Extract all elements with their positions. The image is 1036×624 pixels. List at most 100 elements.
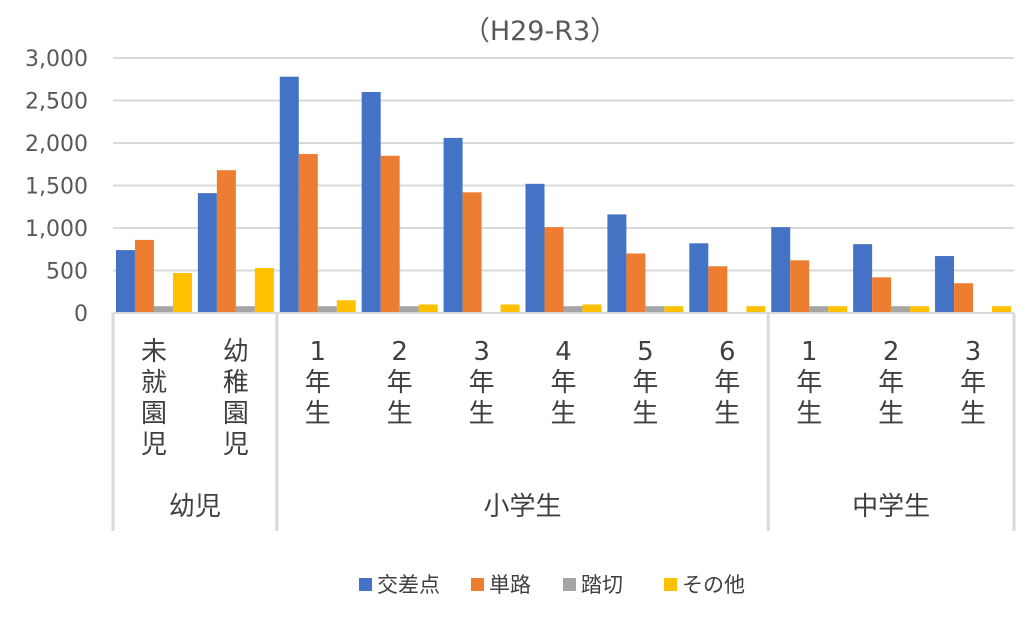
- bar: [279, 76, 299, 313]
- bar: [645, 306, 665, 313]
- category-label: 生: [714, 399, 740, 429]
- legend-swatch: [471, 578, 484, 591]
- category-label: 生: [387, 399, 413, 429]
- category-label: 生: [878, 399, 904, 429]
- bar: [872, 277, 892, 313]
- legend: 交差点 単路 踏切 その他: [359, 573, 745, 597]
- bar: [525, 183, 545, 313]
- bar: [197, 193, 217, 313]
- category-label: 1: [801, 337, 818, 367]
- category-label: 年: [714, 368, 740, 398]
- category-label: 2: [883, 337, 900, 367]
- group-label: 幼児: [169, 492, 221, 522]
- category-label: 幼: [223, 337, 249, 367]
- legend-label: 単路: [489, 573, 531, 597]
- bar: [336, 300, 356, 313]
- category-label: 生: [960, 399, 986, 429]
- legend-swatch: [563, 578, 576, 591]
- bar: [828, 306, 848, 313]
- bar: [582, 304, 602, 313]
- category-label: 年: [305, 368, 331, 398]
- legend-label: 踏切: [581, 573, 623, 597]
- y-tick-label: 500: [46, 260, 88, 285]
- bar: [689, 243, 709, 313]
- category-label: 年: [796, 368, 822, 398]
- category-label: 3: [965, 337, 982, 367]
- bar: [910, 306, 930, 313]
- bar: [992, 306, 1012, 313]
- bar: [298, 154, 318, 313]
- bar: [317, 306, 337, 313]
- bar: [153, 306, 173, 313]
- category-label: 未: [141, 337, 167, 367]
- category-label: 児: [141, 430, 167, 460]
- bars: [115, 76, 1012, 313]
- bar: [626, 253, 646, 313]
- category-label: 児: [223, 430, 249, 460]
- category-label: 年: [632, 368, 658, 398]
- bar: [235, 306, 255, 313]
- y-axis: 0 500 1,000 1,500 2,000 2,500 3,000: [25, 47, 88, 327]
- chart-title: （H29-R3）: [463, 16, 617, 47]
- legend-swatch: [359, 578, 372, 591]
- bar: [771, 227, 791, 313]
- legend-label: 交差点: [377, 573, 440, 597]
- legend-swatch: [664, 578, 677, 591]
- category-label: 2: [391, 337, 408, 367]
- bar: [790, 260, 810, 313]
- bar: [809, 306, 829, 313]
- category-label: 生: [550, 399, 576, 429]
- category-label: 園: [223, 399, 249, 429]
- category-label: 稚: [223, 368, 249, 398]
- bar: [134, 239, 154, 313]
- bar: [746, 306, 766, 313]
- bar: [708, 266, 728, 313]
- category-label: 園: [141, 399, 167, 429]
- bar: [399, 306, 419, 313]
- category-label: 4: [555, 337, 572, 367]
- bar: [500, 304, 520, 313]
- bar: [954, 283, 974, 313]
- bar: [891, 306, 911, 313]
- group-label: 小学生: [484, 492, 562, 522]
- bar: [115, 250, 135, 313]
- bar: [443, 137, 463, 313]
- bar: [172, 273, 192, 313]
- y-tick-label: 0: [74, 302, 88, 327]
- category-label: 年: [387, 368, 413, 398]
- bar: [935, 256, 955, 313]
- group-label: 中学生: [852, 492, 930, 522]
- category-label: 年: [550, 368, 576, 398]
- category-label: 生: [796, 399, 822, 429]
- legend-label: その他: [682, 573, 745, 597]
- y-tick-label: 2,000: [25, 132, 88, 157]
- bar: [254, 267, 274, 313]
- y-tick-label: 2,500: [25, 90, 88, 115]
- bar: [361, 92, 381, 313]
- bar: [380, 155, 400, 313]
- bar: [563, 306, 583, 313]
- category-label: 生: [305, 399, 331, 429]
- category-label: 3: [473, 337, 490, 367]
- bar: [462, 192, 482, 313]
- category-label: 5: [637, 337, 654, 367]
- category-label: 年: [469, 368, 495, 398]
- bar: [418, 304, 438, 313]
- bar: [607, 214, 627, 313]
- bar: [664, 306, 684, 313]
- category-label: 生: [632, 399, 658, 429]
- category-label: 1: [309, 337, 326, 367]
- y-tick-label: 1,000: [25, 217, 88, 242]
- category-label: 年: [878, 368, 904, 398]
- category-label: 就: [141, 368, 167, 398]
- y-tick-label: 1,500: [25, 175, 88, 200]
- y-tick-label: 3,000: [25, 47, 88, 72]
- bar: [853, 244, 873, 313]
- bar: [544, 227, 564, 313]
- category-label: 6: [719, 337, 736, 367]
- category-label: 生: [469, 399, 495, 429]
- category-label: 年: [960, 368, 986, 398]
- bar: [216, 170, 236, 313]
